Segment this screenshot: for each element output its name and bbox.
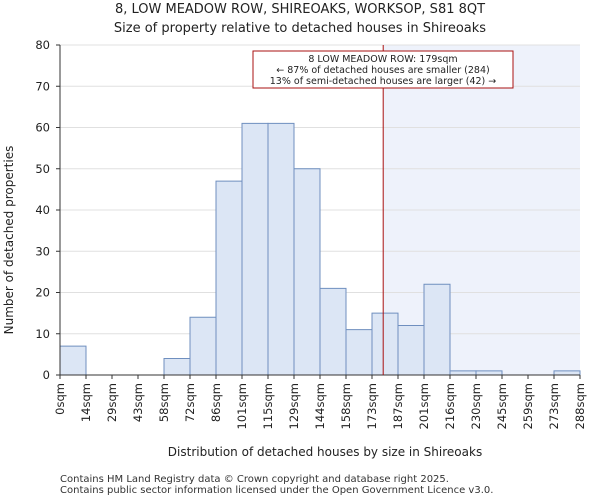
histogram-bar xyxy=(449,370,477,376)
x-tick-label: 101sqm xyxy=(235,383,249,429)
y-tick-label: 40 xyxy=(35,203,50,217)
x-tick-label: 230sqm xyxy=(469,383,483,429)
histogram-bar xyxy=(553,370,581,376)
y-tick-label: 10 xyxy=(35,327,50,341)
y-tick-label: 70 xyxy=(35,79,50,93)
y-axis-label: Number of detached properties xyxy=(2,146,16,335)
histogram-bar xyxy=(241,122,269,376)
x-tick-label: 158sqm xyxy=(339,383,353,429)
histogram-bar xyxy=(397,325,425,376)
x-tick-label: 201sqm xyxy=(417,383,431,429)
x-tick-label: 72sqm xyxy=(183,383,197,422)
y-tick-label: 80 xyxy=(35,38,50,52)
x-tick-label: 86sqm xyxy=(209,383,223,422)
annotation-line-smaller: ← 87% of detached houses are smaller (28… xyxy=(276,65,489,76)
footer-copyright: Contains HM Land Registry data © Crown c… xyxy=(60,474,449,485)
x-tick-label: 144sqm xyxy=(313,383,327,429)
x-tick-label: 14sqm xyxy=(79,383,93,422)
chart-subtitle: Size of property relative to detached ho… xyxy=(114,21,486,36)
y-tick-label: 30 xyxy=(35,244,50,258)
x-tick-label: 29sqm xyxy=(105,383,119,422)
x-tick-label: 273sqm xyxy=(547,383,561,429)
histogram-bar xyxy=(163,358,191,376)
x-tick-label: 216sqm xyxy=(443,383,457,429)
x-tick-label: 43sqm xyxy=(131,383,145,422)
y-tick-label: 20 xyxy=(35,286,50,300)
annotation-box xyxy=(252,50,514,89)
histogram-bar xyxy=(215,180,243,376)
x-tick-label: 129sqm xyxy=(287,383,301,429)
x-axis-label: Distribution of detached houses by size … xyxy=(168,445,482,459)
x-tick-label: 245sqm xyxy=(495,383,509,429)
x-tick-label: 187sqm xyxy=(391,383,405,429)
histogram-bar xyxy=(293,168,321,376)
histogram-bar xyxy=(189,316,217,376)
x-tick-label: 288sqm xyxy=(573,383,587,429)
x-tick-label: 259sqm xyxy=(521,383,535,429)
histogram-bar xyxy=(319,287,347,376)
x-tick-label: 0sqm xyxy=(53,383,67,415)
histogram-bar xyxy=(345,329,373,376)
histogram-bar xyxy=(267,122,295,376)
footer-licence: Contains public sector information licen… xyxy=(60,485,494,496)
annotation-line-larger: 13% of semi-detached houses are larger (… xyxy=(270,76,497,87)
histogram-bar xyxy=(371,312,399,376)
y-tick-label: 60 xyxy=(35,121,50,135)
x-tick-label: 115sqm xyxy=(261,383,275,429)
histogram-bar xyxy=(59,345,87,376)
y-tick-label: 50 xyxy=(35,162,50,176)
y-tick-label: 0 xyxy=(43,368,50,382)
x-tick-label: 58sqm xyxy=(157,383,171,422)
histogram-bar xyxy=(475,370,503,376)
x-tick-label: 173sqm xyxy=(365,383,379,429)
chart-title: 8, LOW MEADOW ROW, SHIREOAKS, WORKSOP, S… xyxy=(115,2,485,17)
annotation-line-size: 8 LOW MEADOW ROW: 179sqm xyxy=(308,54,457,65)
histogram-bar xyxy=(423,283,451,376)
